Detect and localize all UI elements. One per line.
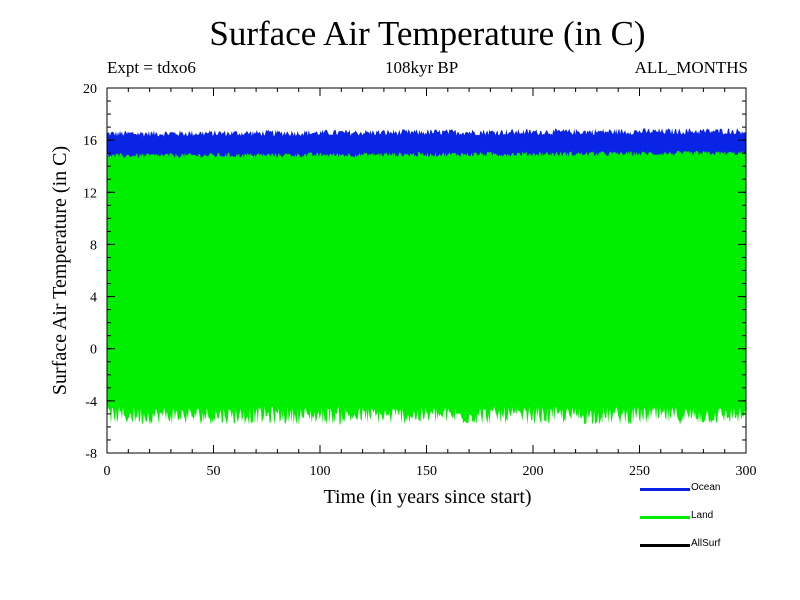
period-label: 108kyr BP — [385, 58, 459, 77]
x-tick-label-1: 50 — [207, 464, 221, 479]
x-tick-label-0: 0 — [104, 464, 111, 479]
x-axis-label: Time (in years since start) — [323, 486, 531, 508]
legend-label-allsurf: AllSurf — [691, 538, 721, 549]
y-tick-label-2: 0 — [90, 343, 97, 358]
months-label: ALL_MONTHS — [634, 58, 748, 77]
legend-label-land: Land — [691, 510, 714, 521]
y-axis-label: Surface Air Temperature (in C) — [49, 146, 71, 395]
y-tick-label-4: 8 — [90, 238, 97, 253]
x-tick-label-5: 250 — [629, 464, 650, 479]
y-tick-label-5: 12 — [83, 186, 97, 201]
chart-title: Surface Air Temperature (in C) — [209, 14, 646, 53]
y-tick-label-1: -4 — [85, 395, 97, 410]
y-tick-label-3: 4 — [90, 291, 97, 306]
legend-label-ocean: Ocean — [691, 482, 721, 493]
x-tick-label-3: 150 — [416, 464, 437, 479]
legend-line-ocean — [640, 488, 690, 491]
y-tick-label-7: 20 — [83, 82, 97, 97]
legend-line-land — [640, 516, 690, 519]
legend-line-allsurf — [640, 544, 690, 547]
x-tick-label-2: 100 — [310, 464, 331, 479]
land-band — [107, 150, 746, 425]
y-tick-label-0: -8 — [85, 447, 97, 462]
x-tick-label-4: 200 — [523, 464, 544, 479]
y-tick-label-6: 16 — [83, 134, 97, 149]
experiment-label: Expt = tdxo6 — [107, 58, 196, 77]
x-tick-label-6: 300 — [736, 464, 757, 479]
